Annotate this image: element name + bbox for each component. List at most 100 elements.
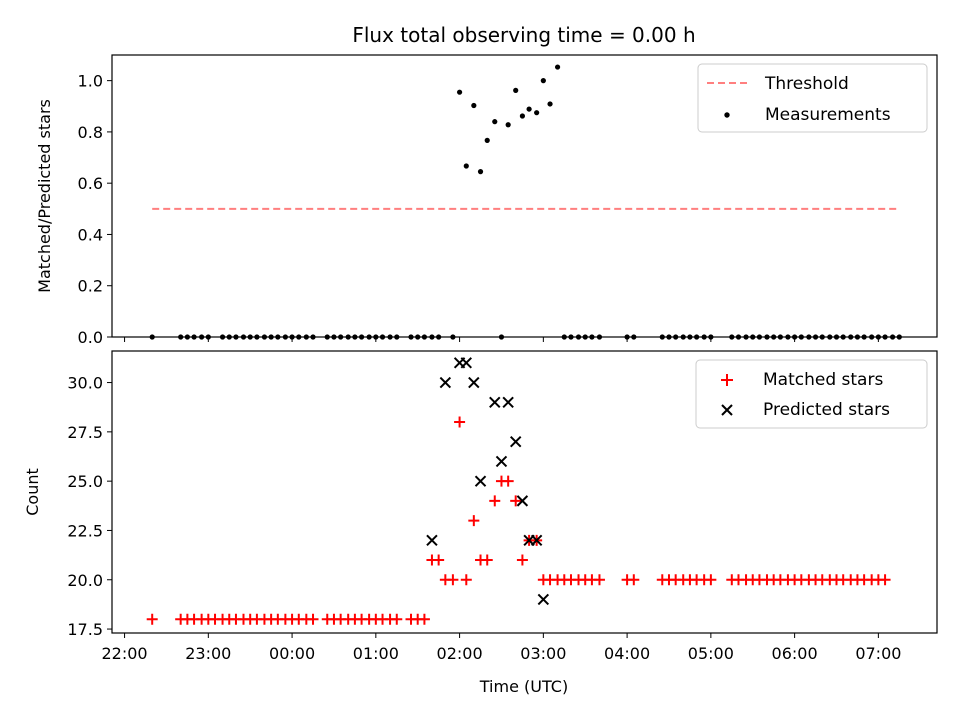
measurement-point <box>436 334 442 340</box>
count-x-tick-label: 23:00 <box>185 644 231 663</box>
measurement-point <box>373 334 379 340</box>
measurement-point <box>184 334 190 340</box>
matched-star-marker <box>510 495 522 507</box>
measurement-point <box>275 334 281 340</box>
count-x-tick-label: 04:00 <box>604 644 650 663</box>
matched-star-marker <box>418 613 430 625</box>
count-y-tick-label: 27.5 <box>67 423 103 442</box>
count-x-tick-label: 07:00 <box>855 644 901 663</box>
measurement-point <box>708 334 714 340</box>
measurement-point <box>568 334 574 340</box>
measurement-point <box>534 110 540 116</box>
count-y-axis-label: Count <box>23 468 42 516</box>
measurement-point <box>896 334 902 340</box>
predicted-star-marker <box>509 436 522 448</box>
measurements-series <box>149 64 902 340</box>
measurement-point <box>289 334 295 340</box>
measurement-point <box>205 334 211 340</box>
matched-star-marker <box>628 574 640 586</box>
count-y-ticks: 17.5 20.0 22.5 25.0 27.5 30.0 <box>67 374 112 639</box>
legend-measurements-label: Measurements <box>765 105 891 125</box>
measurement-point <box>729 334 735 340</box>
measurement-point <box>303 334 309 340</box>
matched-star-marker <box>391 613 403 625</box>
measurement-point <box>540 78 546 84</box>
ratio-y-tick-label: 0.4 <box>78 225 103 244</box>
measurement-point <box>771 334 777 340</box>
measurement-point <box>387 334 393 340</box>
count-axes: 17.5 20.0 22.5 25.0 27.5 30.0 22:00 23:00 00:00… <box>23 351 938 696</box>
measurement-point <box>764 334 770 340</box>
legend-measurements-swatch <box>724 112 730 118</box>
legend-matched-swatch <box>721 374 733 386</box>
ratio-y-axis-label: Matched/Predicted stars <box>35 99 54 293</box>
measurement-point <box>735 334 742 340</box>
measurement-point <box>219 334 226 340</box>
measurement-point <box>149 334 155 340</box>
measurement-point <box>261 334 268 340</box>
measurement-point <box>833 334 840 340</box>
measurement-point <box>673 334 679 340</box>
count-x-tick-label: 06:00 <box>772 644 818 663</box>
ratio-y-tick-label: 1.0 <box>78 72 103 91</box>
predicted-star-marker <box>460 357 472 369</box>
measurement-point <box>840 334 846 340</box>
measurement-point <box>338 334 344 340</box>
ratio-legend-box <box>697 63 928 133</box>
measurement-point <box>519 113 526 119</box>
predicted-star-marker <box>439 376 452 389</box>
measurement-point <box>233 334 239 340</box>
legend-threshold-label: Threshold <box>764 74 849 94</box>
predicted-star-marker <box>537 593 550 606</box>
measurement-point <box>199 334 205 340</box>
measurement-point <box>582 334 588 340</box>
measurement-point <box>415 334 421 340</box>
measurement-point <box>394 334 400 340</box>
count-legend: Matched stars Predicted stars <box>695 359 928 429</box>
measurement-point <box>191 334 197 340</box>
matched-star-marker <box>516 554 528 566</box>
matched-star-marker <box>307 613 319 625</box>
measurement-point <box>282 334 288 340</box>
measurement-point <box>450 334 456 340</box>
measurement-point <box>296 334 302 340</box>
measurement-point <box>547 101 553 107</box>
matched-star-marker <box>146 613 158 625</box>
measurement-point <box>310 334 316 340</box>
measurement-point <box>798 334 804 340</box>
count-x-tick-label: 05:00 <box>688 644 734 663</box>
measurement-point <box>331 334 337 340</box>
measurement-point <box>694 334 700 340</box>
legend-matched-label: Matched stars <box>763 370 883 390</box>
matched-star-marker <box>481 554 493 566</box>
measurement-point <box>408 334 414 340</box>
predicted-star-marker <box>502 396 514 408</box>
measurement-point <box>756 334 763 340</box>
measurement-point <box>680 334 686 340</box>
count-x-tick-label: 01:00 <box>353 644 399 663</box>
measurement-point <box>861 334 867 340</box>
matched-star-marker <box>454 416 466 428</box>
measurement-point <box>743 334 749 340</box>
ratio-y-tick-label: 0.2 <box>78 277 103 296</box>
legend-predicted-swatch <box>721 404 733 416</box>
ratio-y-ticks: 0.0 0.2 0.4 0.6 0.8 1.0 <box>78 72 112 347</box>
measurement-point <box>666 334 672 340</box>
ratio-axes: 0.0 0.2 0.4 0.6 0.8 1.0 Matched/Predicted sta… <box>35 54 938 347</box>
measurement-point <box>827 334 833 340</box>
measurement-point <box>358 334 365 340</box>
measurement-point <box>792 334 798 340</box>
count-y-tick-label: 22.5 <box>67 521 103 540</box>
ratio-y-tick-label: 0.8 <box>78 123 103 142</box>
count-x-tick-label: 00:00 <box>269 644 315 663</box>
chart-title: Flux total observing time = 0.00 h <box>352 23 695 47</box>
measurement-point <box>575 334 582 340</box>
measurement-point <box>505 122 511 128</box>
measurement-point <box>463 163 469 169</box>
measurement-point <box>492 119 498 125</box>
measurement-point <box>854 334 861 340</box>
count-x-tick-label: 22:00 <box>102 644 148 663</box>
count-x-ticks: 22:00 23:00 00:00 01:00 02:00 03:00 04:00 05:00… <box>102 633 901 663</box>
matched-star-marker <box>879 574 891 586</box>
measurement-point <box>750 334 756 340</box>
